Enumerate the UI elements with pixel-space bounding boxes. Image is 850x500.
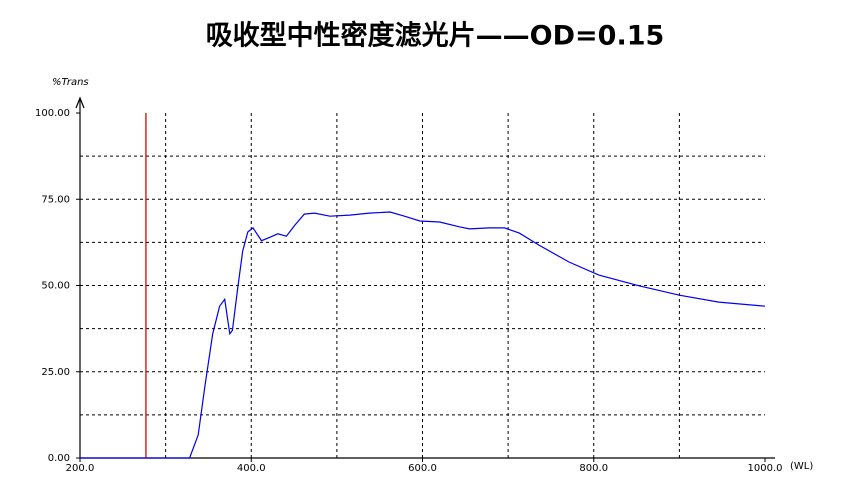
y-axis-arrow [75,96,85,109]
y-tick-label: 25.00 [41,367,70,378]
y-tick-label: 75.00 [41,194,70,205]
data-line [80,211,766,459]
y-tick-label: 100.00 [35,108,70,119]
x-axis-label: (WL) [790,461,813,472]
x-tick-label: 200.0 [66,463,95,474]
y-tick-label: 50.00 [41,281,70,292]
x-tick-label: 400.0 [237,463,266,474]
y-axis-label: %Trans [52,77,89,88]
y-tick-label: 0.00 [48,453,70,464]
x-tick-label: 1000.0 [748,463,783,474]
axes [79,100,775,459]
chart-title: 吸收型中性密度滤光片——OD=0.15 [206,20,665,52]
x-tick-label: 600.0 [408,463,437,474]
x-tick-label: 800.0 [579,463,608,474]
